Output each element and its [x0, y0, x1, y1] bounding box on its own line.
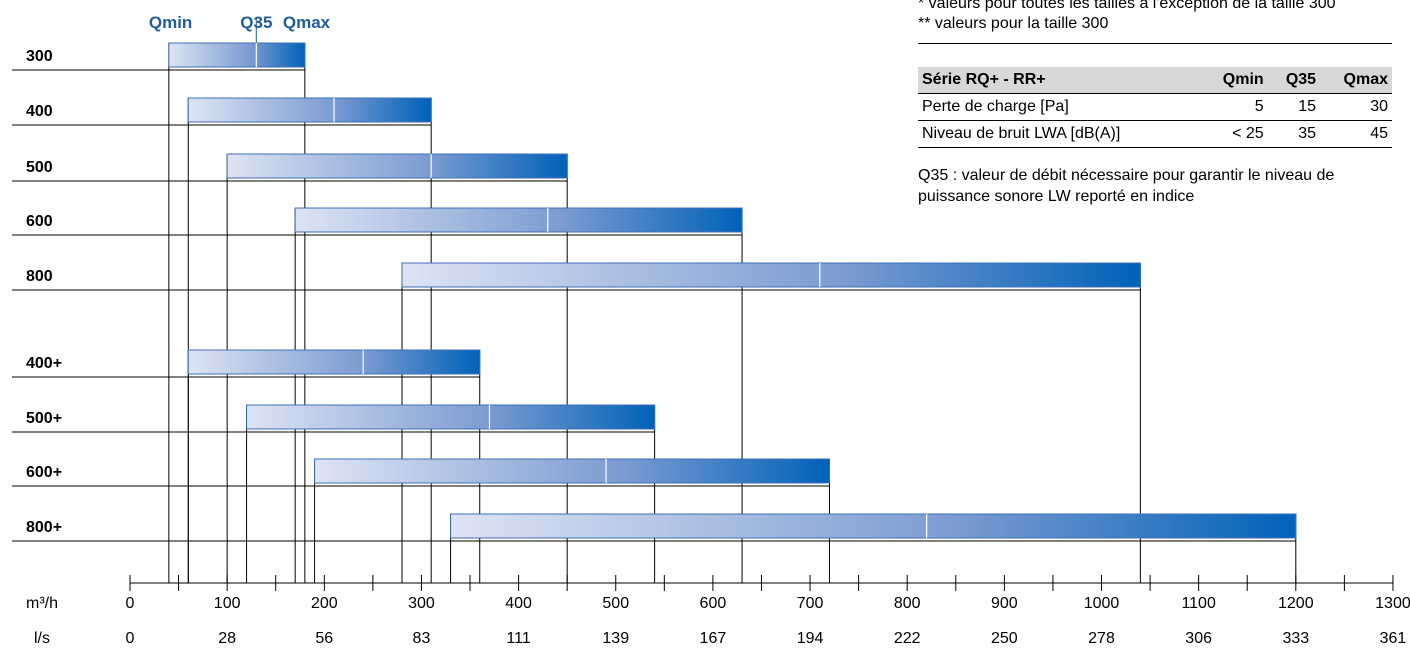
legend-q35: Q35 — [240, 13, 272, 32]
row-label-400: 400 — [26, 103, 53, 120]
bar-600+ — [314, 458, 830, 484]
tick-label-m3h: 700 — [797, 595, 824, 612]
bar-400+ — [187, 349, 481, 375]
tick-label-ls: 111 — [506, 630, 530, 647]
tick-label-ls: 167 — [700, 630, 727, 647]
tick-label-m3h: 300 — [408, 595, 435, 612]
tick-label-ls: 333 — [1282, 630, 1309, 647]
cell-qmin: 5 — [1200, 93, 1268, 121]
row-label-300: 300 — [26, 48, 53, 65]
tick-label-m3h: 400 — [505, 595, 532, 612]
tick-label-m3h: 900 — [991, 595, 1018, 612]
footnote-2: ** valeurs pour la taille 300 — [918, 15, 1109, 32]
divider — [918, 43, 1392, 44]
legend-qmax: Qmax — [283, 13, 331, 32]
tick-label-ls: 28 — [218, 630, 236, 647]
tick-label-ls: 0 — [126, 630, 135, 647]
tick-label-ls: 361 — [1380, 630, 1407, 647]
tick-label-ls: 139 — [602, 630, 629, 647]
row-label-600+: 600+ — [26, 464, 62, 481]
tick-label-ls: 306 — [1185, 630, 1212, 647]
tick-label-ls: 250 — [991, 630, 1018, 647]
spec-table: Série RQ+ - RR+ Qmin Q35 Qmax Perte de c… — [918, 67, 1392, 148]
legend-qmin: Qmin — [149, 13, 192, 32]
tick-label-ls: 83 — [413, 630, 431, 647]
col-qmax: Qmax — [1320, 67, 1392, 94]
row-label-600: 600 — [26, 213, 53, 230]
col-qmin: Qmin — [1200, 67, 1268, 94]
bar-800+ — [450, 513, 1297, 539]
row-label-800+: 800+ — [26, 519, 62, 536]
table-row: Perte de charge [Pa] 5 15 30 — [918, 93, 1392, 121]
tick-label-m3h: 100 — [214, 595, 241, 612]
tick-label-ls: 278 — [1088, 630, 1115, 647]
bar-500 — [226, 153, 568, 179]
row-label-400+: 400+ — [26, 355, 62, 372]
tick-label-ls: 56 — [315, 630, 333, 647]
row-label-500+: 500+ — [26, 410, 62, 427]
tick-label-m3h: 1100 — [1181, 595, 1216, 612]
cell-q35: 15 — [1267, 93, 1321, 121]
row-label-500: 500 — [26, 159, 53, 176]
tick-label-ls: 222 — [894, 630, 921, 647]
cell-q35: 35 — [1267, 120, 1321, 148]
cell-qmax: 30 — [1320, 93, 1392, 121]
row-label-800: 800 — [26, 268, 53, 285]
tick-label-m3h: 1000 — [1084, 595, 1120, 612]
footnote-1: * valeurs pour toutes les tailles à l'ex… — [918, 0, 1336, 12]
cell-qmax: 45 — [1320, 120, 1392, 148]
tick-label-m3h: 0 — [126, 595, 135, 612]
bar-400 — [187, 97, 432, 123]
tick-label-ls: 194 — [797, 630, 824, 647]
tick-label-m3h: 1300 — [1375, 595, 1410, 612]
x-axis-label-ls: l/s — [34, 630, 50, 647]
bar-800 — [401, 262, 1141, 288]
tick-label-m3h: 800 — [894, 595, 921, 612]
bar-500+ — [246, 404, 656, 430]
row-label: Niveau de bruit LWA [dB(A)] — [918, 120, 1201, 148]
bar-600 — [294, 207, 743, 233]
tick-label-m3h: 500 — [602, 595, 629, 612]
tick-label-m3h: 600 — [700, 595, 727, 612]
col-serie: Série RQ+ - RR+ — [918, 67, 1201, 94]
footnotes: * valeurs pour toutes les tailles à l'ex… — [918, 0, 1398, 37]
col-q35: Q35 — [1267, 67, 1321, 94]
table-header-row: Série RQ+ - RR+ Qmin Q35 Qmax — [918, 67, 1392, 94]
bar-300 — [168, 42, 306, 68]
tick-label-m3h: 1200 — [1278, 595, 1314, 612]
table-row: Niveau de bruit LWA [dB(A)] < 25 35 45 — [918, 120, 1392, 148]
tick-label-m3h: 200 — [311, 595, 338, 612]
row-label: Perte de charge [Pa] — [918, 93, 1201, 121]
x-axis-label-m3h: m³/h — [26, 595, 58, 612]
q35-explanation: Q35 : valeur de débit nécessaire pour ga… — [918, 167, 1335, 205]
cell-qmin: < 25 — [1200, 120, 1268, 148]
